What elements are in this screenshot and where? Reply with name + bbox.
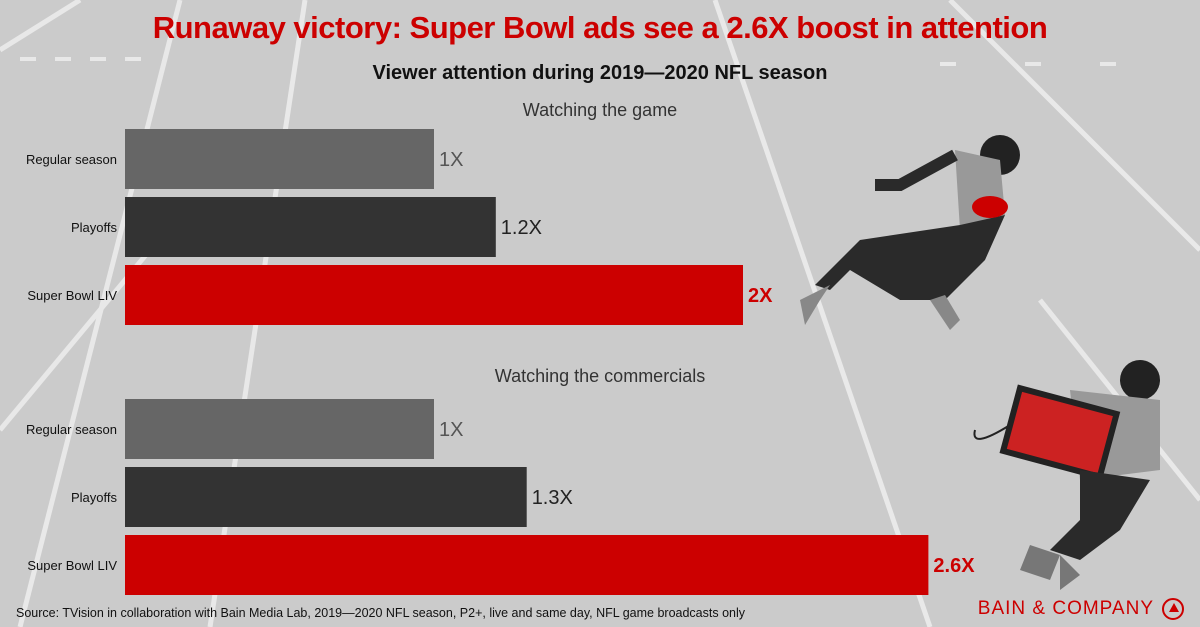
- tv-player-illustration: [973, 360, 1160, 590]
- category-label: Super Bowl LIV: [27, 288, 117, 303]
- data-label: 1X: [439, 149, 463, 171]
- chart-subtitle: Viewer attention during 2019—2020 NFL se…: [372, 62, 828, 84]
- category-label: Playoffs: [71, 220, 118, 235]
- section-title-commercials: Watching the commercials: [494, 366, 706, 386]
- data-label: 2X: [748, 285, 773, 307]
- chart-title: Runaway victory: Super Bowl ads see a 2.…: [152, 10, 1048, 45]
- bar: [125, 197, 496, 257]
- data-label: 2.6X: [933, 555, 975, 577]
- category-label: Super Bowl LIV: [27, 558, 117, 573]
- football-player-illustration: [800, 135, 1020, 330]
- category-label: Regular season: [26, 152, 117, 167]
- category-label: Regular season: [26, 422, 117, 437]
- section-title-game: Watching the game: [522, 100, 678, 120]
- bar: [125, 535, 929, 595]
- data-label: 1.3X: [532, 487, 573, 509]
- bar: [125, 129, 434, 189]
- logo-mark-icon: [1162, 598, 1184, 620]
- logo-text: BAIN & COMPANY: [977, 598, 1154, 619]
- bar: [125, 467, 527, 527]
- data-label: 1.2X: [501, 217, 542, 239]
- source-note: Source: TVision in collaboration with Ba…: [16, 606, 746, 620]
- bain-logo: BAIN & COMPANY: [978, 598, 1184, 620]
- data-label: 1X: [439, 419, 463, 441]
- bar: [125, 265, 743, 325]
- bar: [125, 399, 434, 459]
- category-label: Playoffs: [71, 490, 118, 505]
